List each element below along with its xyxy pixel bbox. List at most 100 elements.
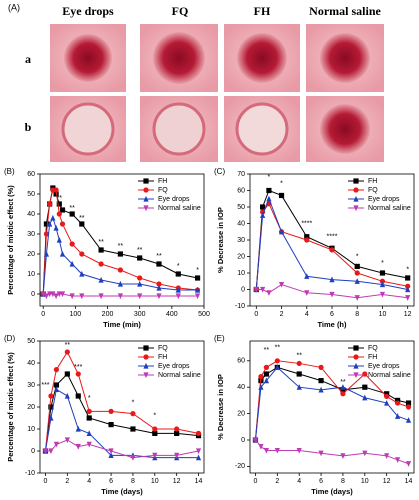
marker — [405, 286, 411, 293]
marker — [260, 286, 266, 293]
legend-label: Eye drops — [158, 196, 190, 203]
plot-frame — [249, 340, 415, 474]
y-tick-label: 20 — [237, 410, 245, 417]
legend-label: Eye drops — [158, 363, 190, 370]
legend-label: Normal saline — [158, 205, 201, 212]
marker — [117, 267, 123, 273]
x-tick-label: 4 — [305, 311, 309, 318]
x-tick-label: 2 — [280, 311, 284, 318]
y-tick-label: 30 — [237, 237, 245, 244]
marker — [143, 362, 149, 369]
marker — [48, 414, 54, 421]
marker — [59, 250, 66, 257]
x-tick-label: 200 — [102, 311, 114, 318]
marker — [362, 394, 368, 401]
marker — [108, 408, 114, 414]
marker — [195, 448, 202, 455]
marker — [329, 276, 335, 283]
marker — [266, 290, 272, 296]
photos — [50, 24, 384, 162]
y-tick-label: 70 — [237, 171, 245, 178]
marker — [405, 400, 412, 406]
y-tick-label: -20 — [235, 463, 245, 470]
y-tick-label: 10 — [237, 270, 245, 277]
marker — [354, 295, 360, 301]
marker — [50, 291, 56, 298]
y-tick-label: 20 — [27, 251, 35, 258]
y-tick-label: -10 — [25, 470, 35, 477]
marker — [53, 441, 59, 448]
series-line — [255, 197, 408, 290]
marker — [152, 426, 158, 432]
marker — [278, 281, 285, 288]
y-tick-label: 50 — [27, 338, 35, 345]
marker — [379, 270, 386, 276]
marker — [296, 371, 302, 377]
eye — [152, 102, 206, 156]
y-tick-label: 0 — [31, 291, 35, 298]
panel-label: (D) — [4, 334, 15, 343]
marker — [379, 278, 386, 284]
marker — [395, 457, 401, 463]
marker — [318, 364, 324, 370]
marker — [340, 387, 346, 393]
x-tick-label: 4 — [297, 478, 301, 485]
marker — [53, 386, 59, 392]
y-tick-label: 40 — [27, 211, 35, 218]
x-tick-label: 0 — [254, 478, 258, 485]
panel-label: (C) — [214, 167, 225, 176]
marker — [53, 187, 59, 193]
marker — [384, 391, 390, 397]
y-tick-label: 10 — [27, 271, 35, 278]
x-tick-label: 6 — [109, 478, 113, 485]
marker — [64, 349, 70, 355]
marker — [253, 286, 259, 293]
marker — [174, 430, 180, 436]
marker — [278, 192, 285, 199]
marker — [143, 205, 149, 212]
marker — [296, 384, 302, 390]
eye — [153, 32, 205, 84]
marker — [405, 283, 411, 289]
x-tick-label: 6 — [330, 311, 334, 318]
y-tick-label: 50 — [27, 191, 35, 198]
x-tick-label: 14 — [195, 478, 203, 485]
marker — [195, 454, 202, 461]
marker — [50, 214, 56, 221]
marker — [258, 374, 264, 380]
x-tick-label: 10 — [379, 311, 387, 318]
x-tick-label: 0 — [44, 478, 48, 485]
x-tick-label: 12 — [383, 478, 391, 485]
legend-label: FQ — [368, 345, 378, 352]
marker — [75, 425, 81, 432]
marker — [69, 241, 75, 247]
marker — [405, 404, 412, 410]
x-tick-label: 400 — [166, 311, 178, 318]
marker — [108, 448, 114, 455]
annotation: * — [177, 263, 180, 270]
annotation: *** — [74, 364, 82, 371]
y-tick-label: 60 — [237, 187, 245, 194]
marker — [156, 261, 162, 267]
x-tick-label: 300 — [134, 311, 146, 318]
marker — [53, 191, 59, 197]
marker — [75, 371, 81, 377]
x-tick-label: 500 — [198, 311, 210, 318]
marker — [263, 364, 269, 370]
marker — [175, 271, 181, 277]
marker — [156, 281, 162, 287]
marker — [329, 247, 335, 253]
marker — [260, 212, 266, 218]
marker — [56, 236, 62, 243]
marker — [43, 231, 50, 237]
annotation: * — [196, 267, 199, 274]
marker — [353, 354, 359, 360]
marker — [340, 453, 346, 459]
marker — [263, 447, 269, 454]
marker — [152, 430, 158, 436]
x-tick-label: 2 — [65, 478, 69, 485]
y-tick-label: 60 — [27, 171, 35, 178]
marker — [137, 255, 143, 261]
eye — [320, 104, 370, 154]
marker — [263, 371, 269, 377]
